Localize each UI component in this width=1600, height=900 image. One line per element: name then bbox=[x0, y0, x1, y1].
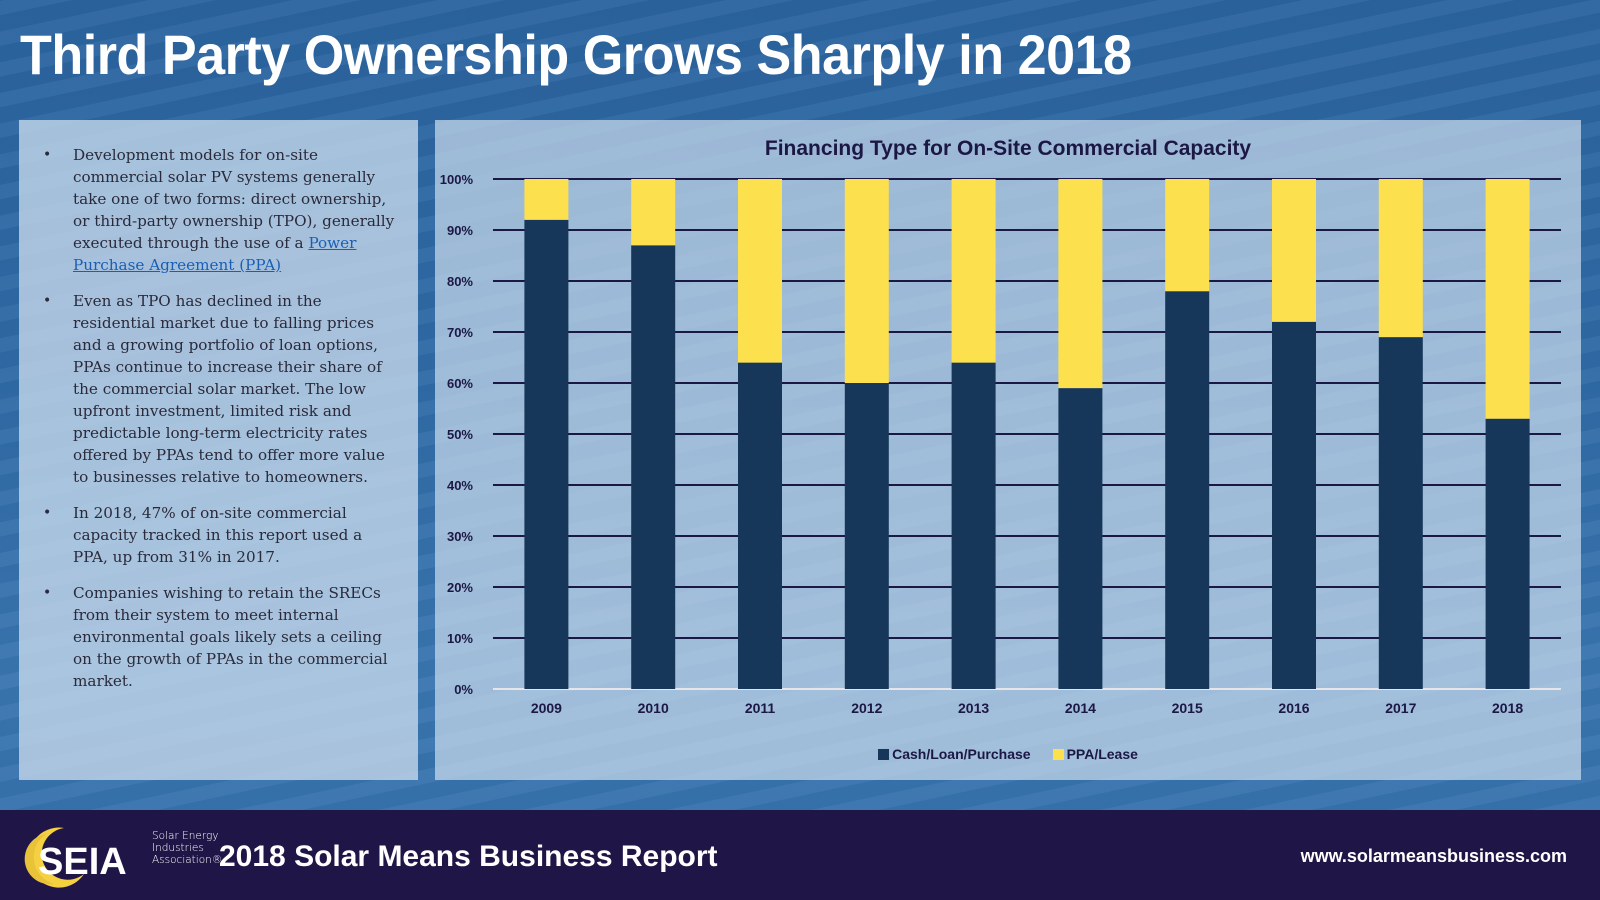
y-tick-label: 70% bbox=[447, 325, 473, 340]
x-tick-label: 2009 bbox=[531, 700, 562, 716]
x-tick-label: 2015 bbox=[1172, 700, 1203, 716]
bar-ppa-2010 bbox=[631, 179, 676, 246]
x-tick-label: 2012 bbox=[851, 700, 882, 716]
y-tick-label: 80% bbox=[447, 274, 473, 289]
bar-cash-2010 bbox=[631, 245, 676, 690]
stacked-bar-chart: 0%10%20%30%40%50%60%70%80%90%100% 2009 20… bbox=[440, 172, 1561, 716]
bar-cash-2011 bbox=[738, 362, 782, 689]
logo-line: Solar Energy bbox=[152, 830, 219, 842]
legend-swatch-cash bbox=[878, 748, 890, 760]
y-axis-ticks: 0% 10% 20% 30% 40% 50% 60% 70% 80% 90% 100% bbox=[440, 172, 474, 697]
bar-ppa-2011 bbox=[738, 179, 782, 363]
legend-label-cash: Cash/Loan/Purchase bbox=[892, 746, 1031, 762]
legend-label-ppa: PPA/Lease bbox=[1066, 746, 1138, 762]
x-tick-label: 2016 bbox=[1278, 700, 1309, 716]
x-tick-label: 2014 bbox=[1065, 700, 1096, 716]
x-tick-label: 2011 bbox=[745, 700, 776, 716]
bullet-item: • Companies wishing to retain the SRECs … bbox=[19, 582, 396, 692]
x-tick-label: 2010 bbox=[638, 700, 669, 716]
logo-org-name: Solar Energy Industries Association® bbox=[152, 830, 222, 866]
bullet-item: • Development models for on-site commerc… bbox=[19, 144, 396, 276]
y-tick-label: 0% bbox=[454, 682, 473, 697]
slide-title: Third Party Ownership Grows Sharply in 2… bbox=[20, 23, 1132, 86]
bar-cash-2015 bbox=[1165, 291, 1210, 689]
bar-cash-2014 bbox=[1058, 388, 1103, 689]
y-tick-label: 40% bbox=[447, 478, 473, 493]
bullet-dot-icon: • bbox=[43, 505, 52, 521]
bar-ppa-2017 bbox=[1378, 179, 1423, 338]
bullet-dot-icon: • bbox=[43, 585, 52, 601]
logo-line: Industries bbox=[152, 842, 204, 854]
bullet-text: Companies wishing to retain the SRECs fr… bbox=[73, 584, 388, 690]
footer-bar: SEIA Solar Energy Industries Association… bbox=[0, 810, 1600, 900]
legend-item-cash[interactable]: Cash/Loan/Purchase bbox=[878, 746, 1031, 762]
y-tick-label: 50% bbox=[447, 427, 473, 442]
bar-cash-2009 bbox=[524, 219, 569, 690]
bar-cash-2012 bbox=[844, 383, 889, 689]
logo-abbr: SEIA bbox=[38, 841, 127, 883]
chart-legend: Cash/Loan/Purchase PPA/Lease bbox=[435, 746, 1581, 762]
y-tick-label: 90% bbox=[447, 223, 473, 238]
y-tick-label: 60% bbox=[447, 376, 473, 391]
legend-swatch-ppa bbox=[1052, 748, 1064, 760]
bar-ppa-2009 bbox=[524, 179, 569, 220]
y-tick-label: 20% bbox=[447, 580, 473, 595]
x-axis-ticks: 2009 2010 2011 2012 2013 2014 2015 2016 2017 2018 bbox=[531, 700, 1524, 716]
bar-ppa-2018 bbox=[1485, 179, 1530, 419]
y-tick-label: 10% bbox=[447, 631, 473, 646]
bar-cash-2016 bbox=[1272, 321, 1316, 689]
bullet-item: • In 2018, 47% of on-site commercial cap… bbox=[19, 502, 396, 568]
chart-panel: Financing Type for On-Site Commercial Ca… bbox=[435, 120, 1581, 780]
bar-cash-2013 bbox=[951, 362, 996, 689]
bullet-dot-icon: • bbox=[43, 293, 52, 309]
bullet-text: Development models for on-site commercia… bbox=[73, 146, 395, 252]
x-tick-label: 2018 bbox=[1492, 700, 1523, 716]
y-tick-label: 100% bbox=[440, 172, 474, 187]
bullet-text: Even as TPO has declined in the resident… bbox=[73, 292, 385, 486]
bullet-list: • Development models for on-site commerc… bbox=[19, 120, 418, 692]
ppa-link[interactable]: Power Purchase Agreement (PPA) bbox=[73, 234, 357, 274]
bullet-panel: • Development models for on-site commerc… bbox=[19, 120, 418, 780]
bullet-dot-icon: • bbox=[43, 147, 52, 163]
report-title: 2018 Solar Means Business Report bbox=[219, 840, 718, 873]
bar-ppa-2013 bbox=[951, 179, 996, 363]
y-tick-label: 30% bbox=[447, 529, 473, 544]
bar-ppa-2014 bbox=[1058, 179, 1103, 389]
bar-cash-2017 bbox=[1378, 337, 1423, 689]
bars bbox=[524, 179, 1530, 690]
logo-line: Association® bbox=[152, 854, 223, 866]
bullet-text: In 2018, 47% of on-site commercial capac… bbox=[73, 504, 363, 566]
chart-title: Financing Type for On-Site Commercial Ca… bbox=[764, 137, 1252, 160]
bar-ppa-2016 bbox=[1272, 179, 1316, 322]
bar-ppa-2015 bbox=[1165, 179, 1210, 292]
x-tick-label: 2013 bbox=[958, 700, 989, 716]
legend-item-ppa[interactable]: PPA/Lease bbox=[1052, 746, 1138, 762]
website-link[interactable]: www.solarmeansbusiness.com bbox=[1300, 846, 1567, 866]
bar-cash-2018 bbox=[1485, 418, 1530, 689]
x-tick-label: 2017 bbox=[1385, 700, 1416, 716]
bar-ppa-2012 bbox=[844, 179, 889, 383]
bullet-item: • Even as TPO has declined in the reside… bbox=[19, 290, 396, 488]
seia-logo-icon[interactable]: SEIA bbox=[24, 824, 224, 888]
